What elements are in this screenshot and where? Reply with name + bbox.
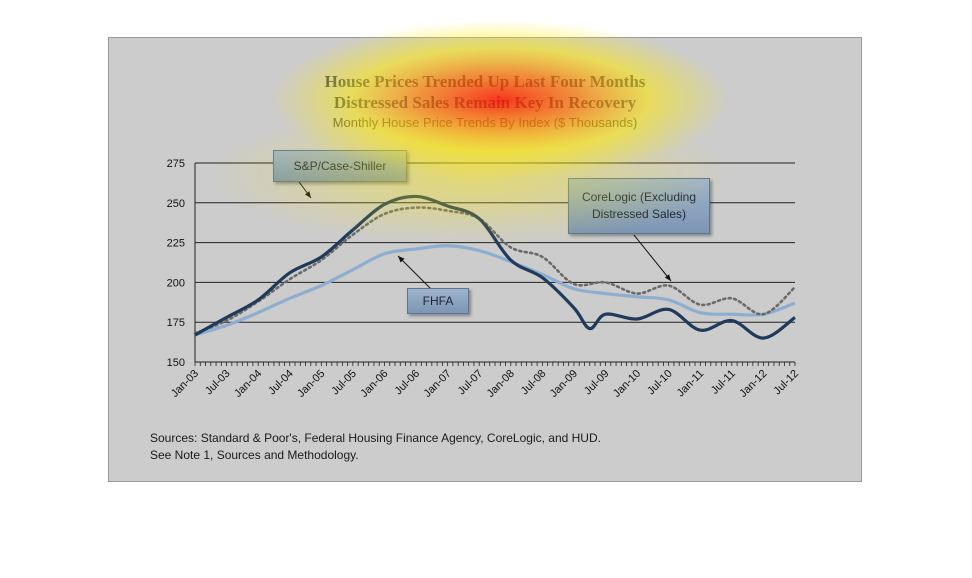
chart-panel: House Prices Trended Up Last Four Months… [108,37,862,482]
arrow-corelogic-head [664,274,671,281]
callout-corelogic-line1: CoreLogic (Excluding [581,190,697,204]
callout-corelogic-line2: Distressed Sales) [591,207,687,221]
callout-fhfa-label: FHFA [422,294,454,308]
x-tick-label: Jan-04 [232,368,264,400]
arrow-corelogic [633,234,672,282]
y-tick-label: 225 [167,238,185,250]
sources-line1: Sources: Standard & Poor's, Federal Hous… [150,431,601,445]
sources-note: Sources: Standard & Poor's, Federal Hous… [150,430,601,464]
y-tick-label: 175 [167,317,185,329]
x-tick-label: Jan-05 [295,368,327,400]
x-tick-label: Jul-08 [519,368,549,398]
y-tick-label: 275 [167,158,185,170]
x-tick-label: Jul-03 [203,368,233,398]
x-tick-label: Jan-06 [358,368,390,400]
y-tick-label: 200 [167,277,185,289]
callout-fhfa: FHFA [407,288,469,314]
callout-corelogic: CoreLogic (Excluding Distressed Sales) [568,178,710,234]
x-tick-label: Jan-12 [737,368,769,400]
x-tick-label: Jan-07 [421,368,453,400]
x-tick-label: Jul-10 [645,368,675,398]
callout-corelogic-label: CoreLogic (Excluding Distressed Sales) [582,189,696,223]
x-tick-label: Jan-03 [169,368,201,400]
series-line-s-p-case-shiller [194,194,796,340]
x-tick-label: Jul-06 [392,368,422,398]
x-tick-label: Jan-11 [675,368,707,400]
x-tick-label: Jul-05 [329,368,359,398]
arrow-fhfa [397,255,432,290]
callout-sp-case-shiller: S&P/Case-Shiller [273,150,407,182]
x-tick-label: Jul-07 [456,368,486,398]
x-tick-label: Jul-12 [771,368,801,398]
sources-line2: See Note 1, Sources and Methodology. [150,448,359,462]
arrow-fhfa-head [398,256,405,263]
x-tick-label: Jan-09 [548,368,580,400]
x-tick-label: Jul-09 [582,368,612,398]
x-tick-label: Jul-04 [266,368,296,398]
series-line-fhfa [194,244,796,337]
callout-sp-label: S&P/Case-Shiller [293,159,387,173]
x-tick-label: Jan-08 [485,368,517,400]
x-tick-label: Jan-10 [611,368,643,400]
arrow-sp-head [304,191,311,198]
y-tick-label: 150 [167,357,185,369]
x-tick-label: Jul-11 [709,368,738,397]
y-tick-label: 250 [167,198,185,210]
